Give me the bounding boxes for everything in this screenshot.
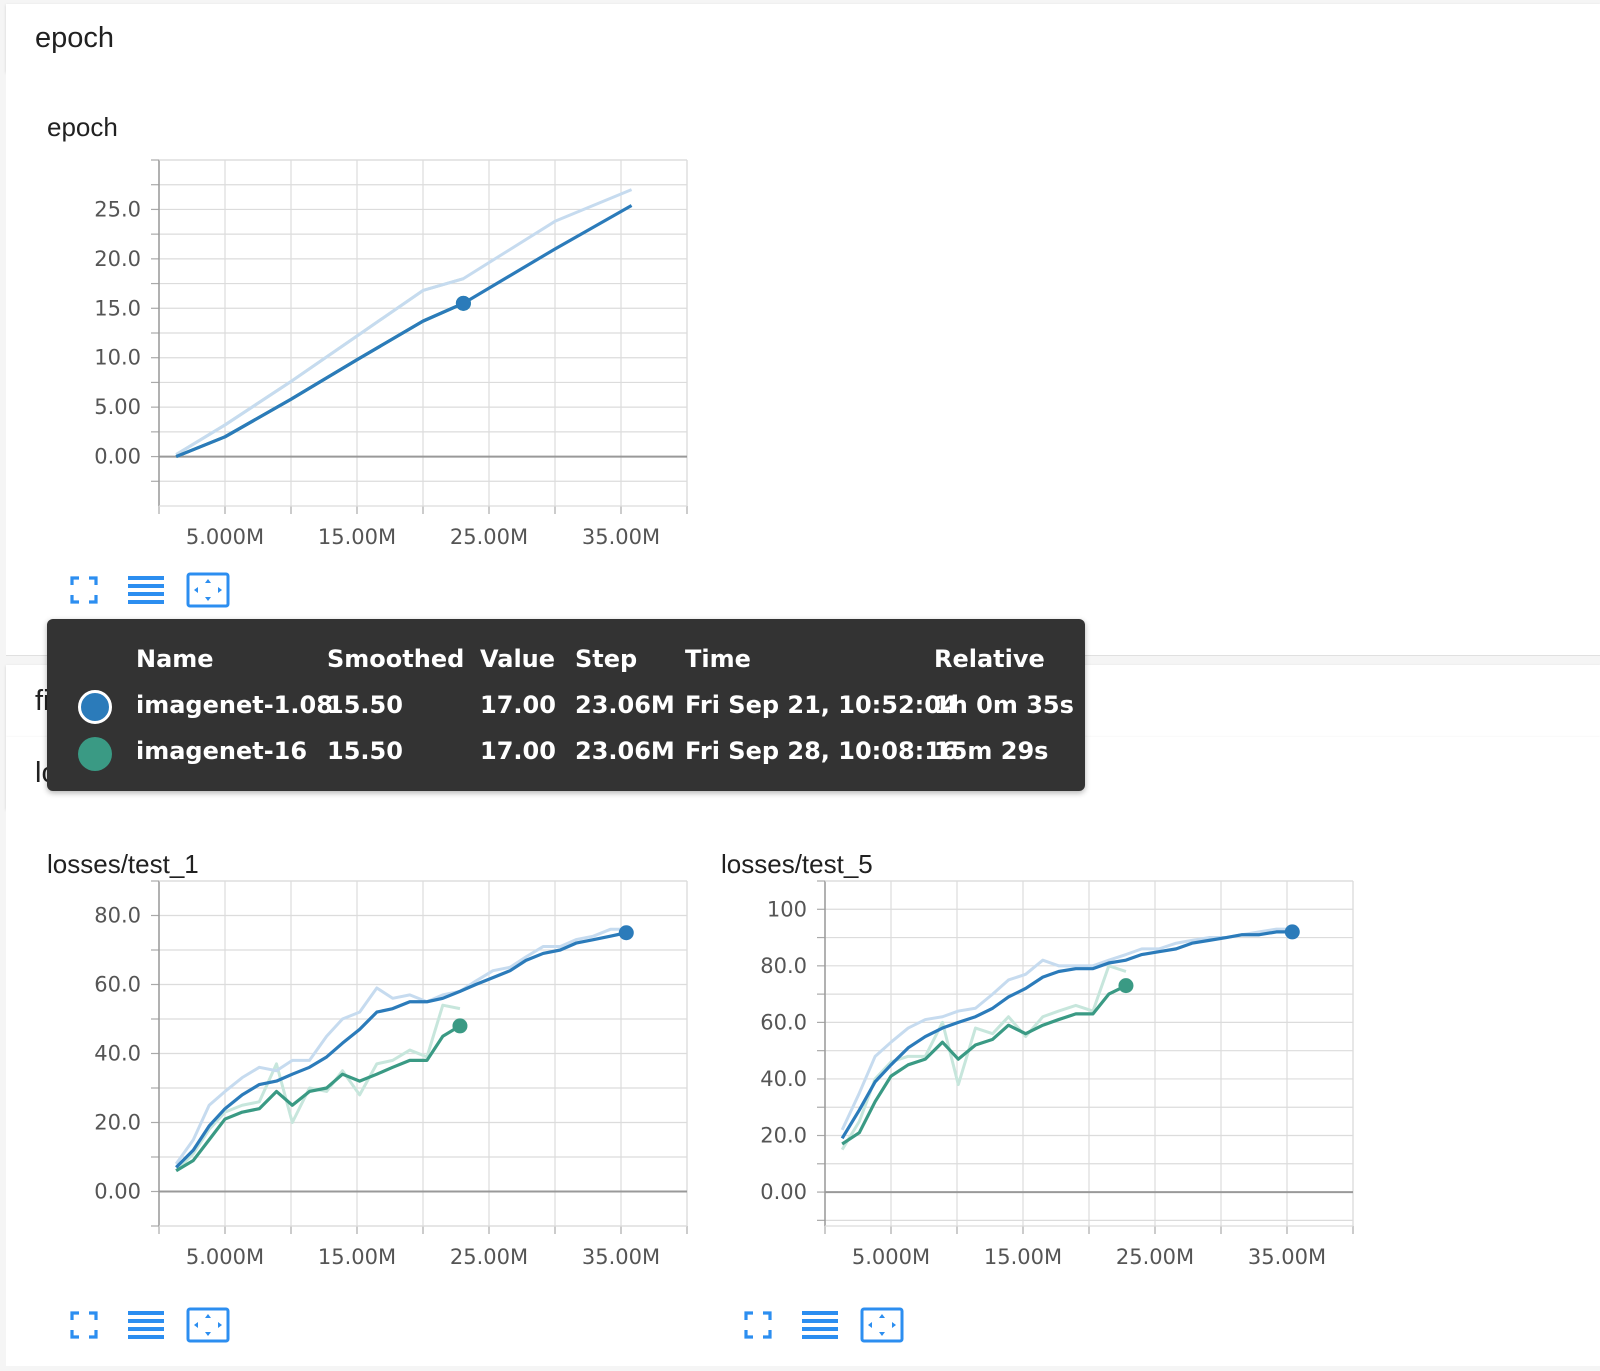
tooltip-row-relative: 15m 29s [934, 737, 1049, 765]
series-smoothed-line [175, 931, 627, 1169]
chart-epoch-svg[interactable]: 0.00 5.00 10.0 15.0 20.0 25.0 5.000M 15.00M 25.0… [6, 72, 726, 655]
fit-domain-icon [860, 1307, 904, 1348]
series-marker-dot [452, 1018, 468, 1034]
data-table-button[interactable] [124, 1309, 168, 1345]
x-tick-label: 25.00M [450, 1245, 528, 1269]
card-title-test-1: losses/test_1 [47, 849, 199, 879]
series-raw-line [840, 927, 1293, 1131]
toolbar-epoch [62, 572, 230, 613]
tooltip-header-value: Value [480, 645, 556, 673]
y-tick-label: 60.0 [760, 1010, 807, 1034]
tooltip-row-time: Fri Sep 28, 10:08:16 [685, 737, 958, 765]
toolbar-test-1 [62, 1307, 230, 1348]
fit-domain-icon [186, 1307, 230, 1348]
y-tick-label: 80.0 [94, 904, 141, 928]
fullscreen-button[interactable] [62, 574, 106, 610]
section-title-epoch[interactable]: epoch [35, 22, 115, 54]
section-epoch: epoch [6, 4, 1600, 72]
series-smoothed-line [840, 930, 1293, 1140]
tooltip-header-relative: Relative [934, 645, 1045, 673]
tooltip-row-value: 17.00 [480, 737, 556, 765]
data-table-button[interactable] [798, 1309, 842, 1345]
tooltip-row-value: 17.00 [480, 691, 556, 719]
tooltip-run-color-dot [78, 690, 112, 724]
chart-test-1[interactable]: 0.00 20.0 40.0 60.0 80.0 5.000M 15.00M 25.00M 35… [6, 809, 726, 1371]
tooltip-row-step: 23.06M [575, 737, 675, 765]
fit-domain-button[interactable] [186, 1307, 230, 1348]
data-table-icon [127, 1309, 165, 1346]
toolbar-test-5 [736, 1307, 904, 1348]
y-tick-label: 10.0 [94, 346, 141, 370]
x-tick-label: 35.00M [1248, 1245, 1326, 1269]
chart-test-1-svg[interactable]: 0.00 20.0 40.0 60.0 80.0 5.000M 15.00M 25.00M 35… [6, 809, 726, 1366]
tooltip-run-color-dot [78, 737, 112, 771]
tooltip-row-smoothed: 15.50 [327, 691, 403, 719]
fullscreen-icon [743, 1310, 773, 1345]
y-tick-label: 20.0 [94, 247, 141, 271]
x-tick-label: 25.00M [1116, 1245, 1194, 1269]
fullscreen-icon [69, 575, 99, 610]
y-tick-label: 0.00 [94, 445, 141, 469]
data-table-button[interactable] [124, 574, 168, 610]
tooltip-row-step: 23.06M [575, 691, 675, 719]
y-tick-label: 20.0 [94, 1111, 141, 1135]
fit-domain-button[interactable] [860, 1307, 904, 1348]
series-marker-dot [1284, 924, 1300, 940]
series-marker-dot [618, 925, 634, 941]
x-tick-label: 25.00M [450, 525, 528, 549]
tooltip-header-time: Time [685, 645, 751, 673]
fullscreen-button[interactable] [62, 1309, 106, 1345]
chart-tooltip: Name Smoothed Value Step Time Relative i… [47, 619, 1085, 791]
y-tick-label: 25.0 [94, 197, 141, 221]
tooltip-header-step: Step [575, 645, 638, 673]
x-tick-label: 15.00M [984, 1245, 1062, 1269]
y-tick-label: 0.00 [94, 1180, 141, 1204]
series-smoothed-line [175, 204, 633, 459]
tooltip-header-smoothed: Smoothed [327, 645, 465, 673]
x-tick-label: 15.00M [318, 1245, 396, 1269]
y-tick-label: 0.00 [760, 1180, 807, 1204]
series-smoothed-line [175, 301, 465, 459]
tooltip-header-name: Name [136, 645, 214, 673]
series-raw-line [840, 964, 1127, 1151]
section-epoch-body: epoch 0.00 5.00 10.0 15.0 20.0 25.0 5.000M 15.0… [6, 72, 1600, 656]
y-tick-label: 60.0 [94, 973, 141, 997]
fullscreen-button[interactable] [736, 1309, 780, 1345]
x-tick-label: 5.000M [186, 525, 264, 549]
x-tick-label: 5.000M [186, 1245, 264, 1269]
y-tick-label: 40.0 [760, 1067, 807, 1091]
chart-test-5-svg[interactable]: 0.00 20.0 40.0 60.0 80.0 100 5.000M 15.00M 25.00… [680, 809, 1400, 1366]
x-tick-label: 15.00M [318, 525, 396, 549]
series-marker-dot [455, 295, 471, 311]
tooltip-row-smoothed: 15.50 [327, 737, 403, 765]
series-smoothed-line [175, 1024, 461, 1173]
y-tick-label: 100 [767, 897, 807, 921]
series-smoothed-line [841, 984, 1127, 1146]
x-tick-label: 35.00M [582, 1245, 660, 1269]
y-tick-label: 40.0 [94, 1042, 141, 1066]
data-table-icon [127, 574, 165, 611]
y-tick-label: 5.00 [94, 395, 141, 419]
card-title-epoch: epoch [47, 112, 118, 142]
fullscreen-icon [69, 1310, 99, 1345]
y-tick-label: 20.0 [760, 1124, 807, 1148]
fit-domain-icon [186, 572, 230, 613]
tooltip-row-name: imagenet-1.08 [136, 691, 333, 719]
tooltip-row-time: Fri Sep 21, 10:52:04 [685, 691, 958, 719]
tooltip-row-relative: 1h 0m 35s [934, 691, 1074, 719]
x-tick-label: 5.000M [852, 1245, 930, 1269]
series-marker-dot [1118, 978, 1134, 994]
chart-epoch[interactable]: 0.00 5.00 10.0 15.0 20.0 25.0 5.000M 15.00M 25.0… [6, 72, 726, 660]
data-table-icon [801, 1309, 839, 1346]
series-raw-line [174, 927, 627, 1165]
section-losses-body: losses/test_1 losses/test_5 0.00 20.0 40.0… [6, 809, 1600, 1366]
fit-domain-button[interactable] [186, 572, 230, 613]
chart-test-5[interactable]: 0.00 20.0 40.0 60.0 80.0 100 5.000M 15.00M 25.00… [680, 809, 1400, 1371]
card-title-test-5: losses/test_5 [721, 849, 873, 879]
series-raw-line [175, 188, 633, 456]
y-tick-label: 15.0 [94, 296, 141, 320]
y-tick-label: 80.0 [760, 954, 807, 978]
tooltip-row-name: imagenet-16 [136, 737, 308, 765]
x-tick-label: 35.00M [582, 525, 660, 549]
